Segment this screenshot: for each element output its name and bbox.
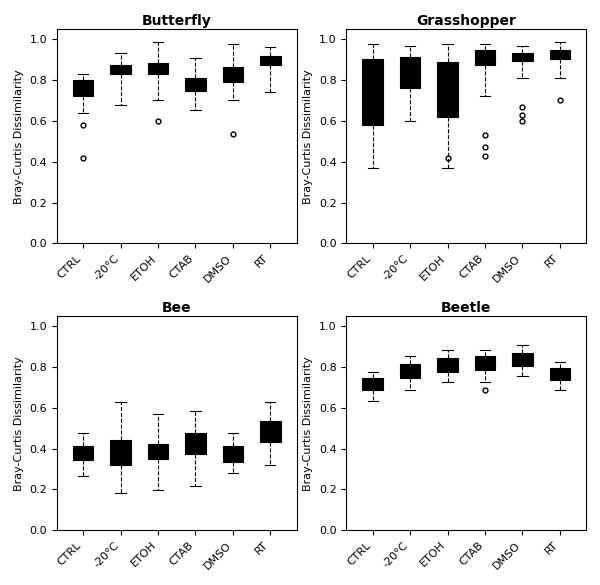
PathPatch shape (223, 446, 243, 462)
Y-axis label: Bray-Curtis Dissimilarity: Bray-Curtis Dissimilarity (304, 356, 313, 490)
PathPatch shape (550, 50, 570, 58)
PathPatch shape (185, 78, 206, 91)
PathPatch shape (400, 364, 421, 378)
PathPatch shape (437, 61, 458, 117)
PathPatch shape (260, 56, 281, 65)
Y-axis label: Bray-Curtis Dissimilarity: Bray-Curtis Dissimilarity (14, 356, 24, 490)
Title: Beetle: Beetle (441, 301, 491, 315)
PathPatch shape (512, 353, 533, 366)
PathPatch shape (110, 65, 131, 74)
Title: Grasshopper: Grasshopper (416, 14, 516, 28)
Title: Bee: Bee (162, 301, 191, 315)
PathPatch shape (73, 80, 94, 97)
PathPatch shape (437, 358, 458, 372)
PathPatch shape (73, 446, 94, 460)
PathPatch shape (475, 50, 496, 65)
PathPatch shape (148, 443, 168, 459)
PathPatch shape (475, 356, 496, 370)
PathPatch shape (148, 63, 168, 74)
PathPatch shape (362, 378, 383, 390)
PathPatch shape (110, 441, 131, 465)
PathPatch shape (185, 433, 206, 454)
PathPatch shape (550, 368, 570, 380)
PathPatch shape (512, 53, 533, 61)
Y-axis label: Bray-Curtis Dissimilarity: Bray-Curtis Dissimilarity (304, 69, 313, 204)
Title: Butterfly: Butterfly (142, 14, 212, 28)
PathPatch shape (223, 67, 243, 82)
PathPatch shape (400, 57, 421, 88)
Y-axis label: Bray-Curtis Dissimilarity: Bray-Curtis Dissimilarity (14, 69, 24, 204)
PathPatch shape (260, 421, 281, 442)
PathPatch shape (362, 58, 383, 125)
